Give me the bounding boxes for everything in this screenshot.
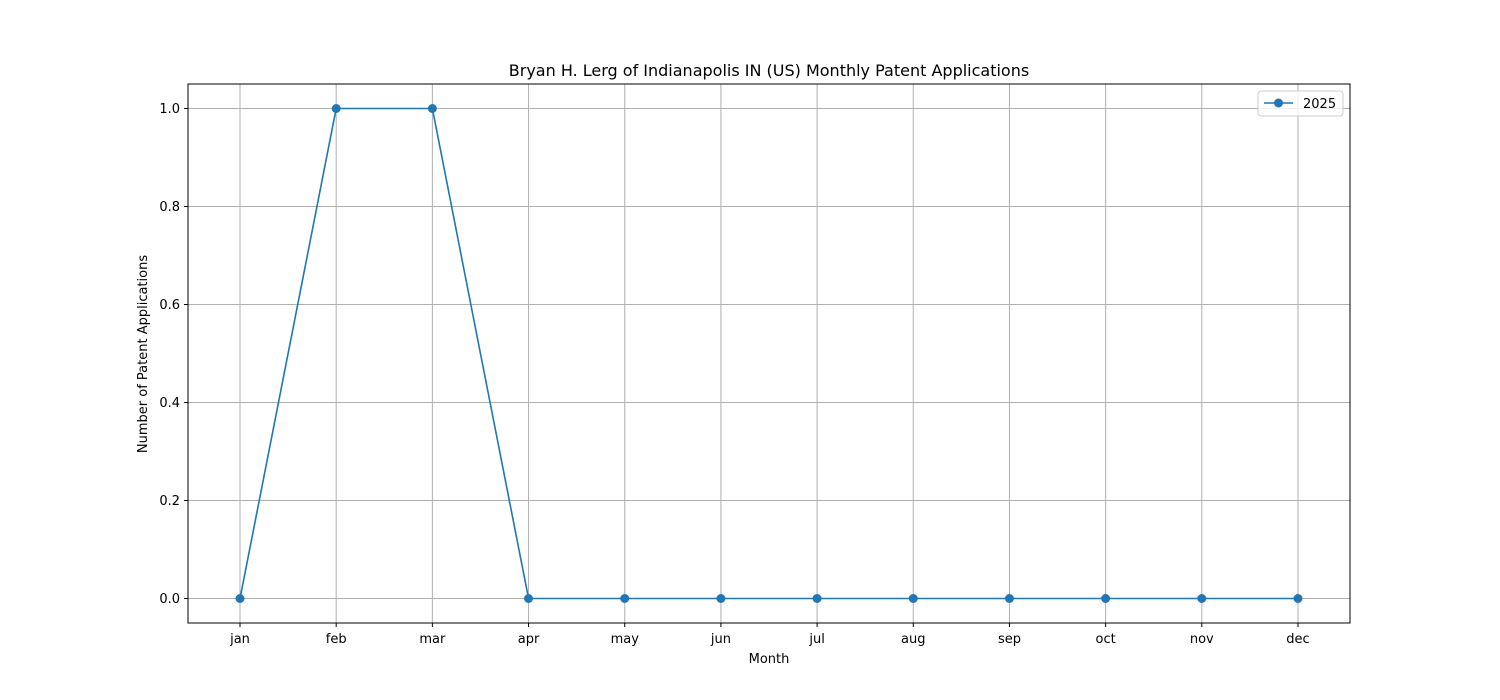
- y-tick-label-2: 0.4: [159, 396, 180, 411]
- x-tick-label-sep: sep: [998, 632, 1021, 647]
- y-axis-title: Number of Patent Applications: [136, 255, 151, 453]
- data-point-may: [620, 594, 629, 603]
- x-tick-label-jul: jul: [808, 632, 824, 647]
- data-point-mar: [428, 104, 437, 113]
- data-point-feb: [332, 104, 341, 113]
- legend-marker-2025: [1274, 99, 1283, 108]
- x-tick-label-jan: jan: [229, 632, 250, 647]
- data-point-jun: [716, 594, 725, 603]
- x-axis-title: Month: [749, 652, 790, 667]
- y-tick-label-0: 0.0: [159, 592, 180, 607]
- x-tick-label-oct: oct: [1096, 632, 1116, 647]
- x-tick-label-dec: dec: [1286, 632, 1309, 647]
- y-tick-label-4: 0.8: [159, 200, 180, 215]
- data-point-jul: [813, 594, 822, 603]
- data-point-jan: [236, 594, 245, 603]
- x-tick-label-mar: mar: [419, 632, 446, 647]
- x-tick-label-may: may: [611, 632, 640, 647]
- x-tick-label-aug: aug: [901, 632, 925, 647]
- legend-label-2025: 2025: [1303, 97, 1336, 112]
- chart-title: Bryan H. Lerg of Indianapolis IN (US) Mo…: [509, 61, 1029, 80]
- x-tick-label-jun: jun: [710, 632, 731, 647]
- data-point-oct: [1101, 594, 1110, 603]
- data-point-sep: [1005, 594, 1014, 603]
- y-tick-label-1: 0.2: [159, 494, 180, 509]
- y-tick-label-5: 1.0: [159, 102, 180, 117]
- x-tick-label-feb: feb: [326, 632, 347, 647]
- data-point-nov: [1197, 594, 1206, 603]
- x-tick-label-apr: apr: [518, 632, 540, 647]
- data-point-dec: [1294, 594, 1303, 603]
- data-point-apr: [524, 594, 533, 603]
- legend: 2025: [1258, 91, 1343, 116]
- x-tick-label-nov: nov: [1190, 632, 1214, 647]
- data-point-aug: [909, 594, 918, 603]
- y-tick-label-3: 0.6: [159, 298, 180, 313]
